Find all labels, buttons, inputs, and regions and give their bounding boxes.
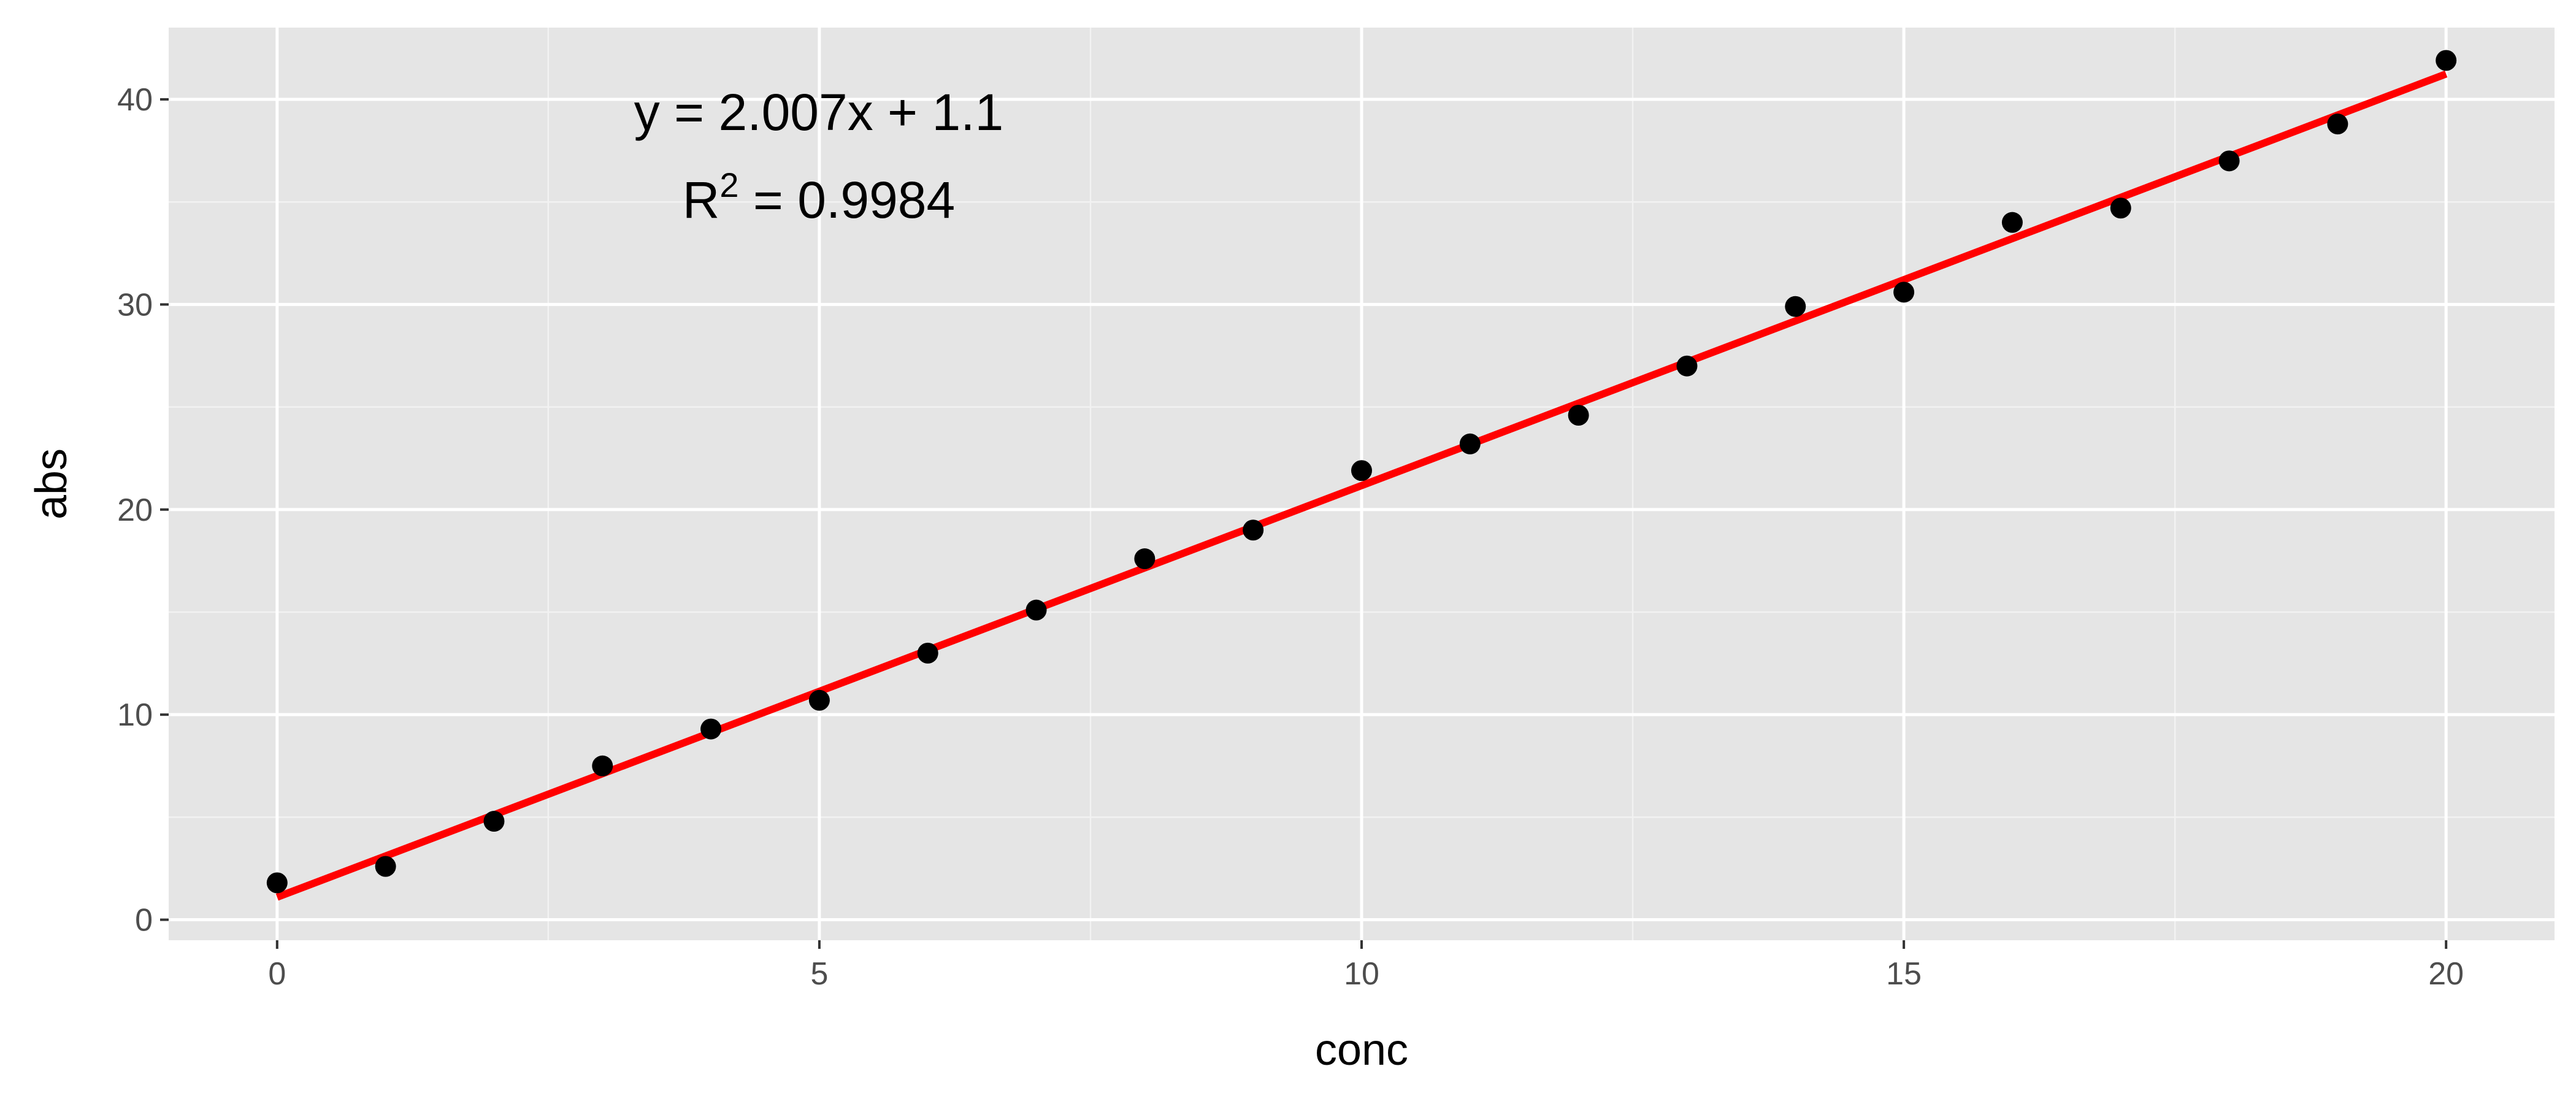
data-point [1351, 460, 1372, 481]
x-axis-ticks: 0 5 10 15 20 [268, 940, 2464, 992]
r-squared-annotation: R2 = 0.9984 [683, 166, 955, 229]
data-point [2110, 197, 2131, 219]
data-point [592, 755, 613, 776]
data-point [1568, 404, 1589, 426]
data-point [700, 718, 722, 740]
data-point [917, 642, 938, 664]
x-tick-label: 15 [1886, 956, 1922, 992]
y-tick-label: 0 [135, 903, 153, 938]
data-point [1459, 433, 1481, 454]
x-tick-label: 20 [2428, 956, 2464, 992]
x-axis-title: conc [1315, 1025, 1408, 1075]
y-tick-label: 10 [117, 697, 153, 733]
y-axis-ticks: 0 10 20 30 40 [117, 82, 169, 938]
data-point [375, 856, 396, 877]
y-tick-label: 30 [117, 287, 153, 323]
data-point [808, 689, 830, 711]
r-squared-prefix: R [683, 171, 720, 229]
r-squared-superscript: 2 [719, 166, 738, 204]
data-point [1243, 519, 1264, 541]
data-point [2436, 50, 2457, 71]
r-squared-value: = 0.9984 [739, 171, 956, 229]
y-axis-title: abs [27, 448, 76, 519]
data-point [2327, 113, 2348, 135]
data-point [2218, 150, 2240, 172]
regression-line [275, 70, 2448, 901]
fit-line-layer [275, 70, 2448, 901]
x-tick-label: 0 [268, 956, 286, 992]
data-points-layer [266, 50, 2457, 894]
x-tick-label: 5 [810, 956, 828, 992]
data-point [1676, 355, 1698, 377]
data-point [1785, 296, 1806, 317]
data-point [483, 811, 505, 832]
data-point [266, 872, 288, 894]
x-tick-label: 10 [1344, 956, 1379, 992]
y-tick-label: 20 [117, 493, 153, 528]
data-point [1025, 599, 1047, 621]
equation-annotation: y = 2.007x + 1.1 [634, 83, 1003, 141]
y-tick-label: 40 [117, 82, 153, 118]
data-point [1134, 548, 1156, 570]
data-point [1893, 282, 1915, 303]
data-point [2001, 212, 2023, 233]
